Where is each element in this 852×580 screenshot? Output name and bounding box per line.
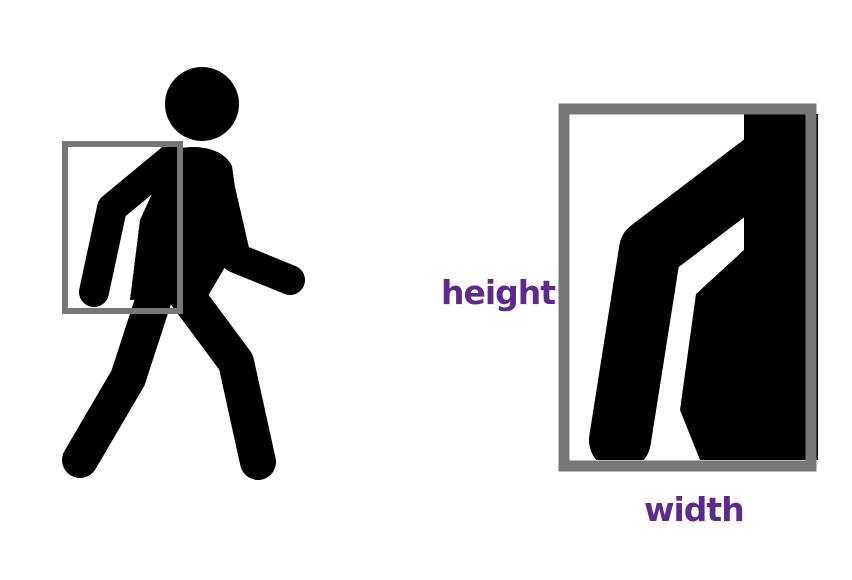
small-bounding-box xyxy=(62,141,183,314)
pedestrian-icon xyxy=(62,67,305,480)
crop-arm xyxy=(589,114,818,460)
height-label: height xyxy=(441,273,556,312)
width-label: width xyxy=(644,490,745,529)
pedestrian-front-leg xyxy=(166,274,276,480)
enlarged-crop xyxy=(589,114,818,460)
pedestrian-back-arm xyxy=(79,145,185,307)
pedestrian-back-leg xyxy=(62,274,174,478)
large-bounding-box xyxy=(558,103,817,472)
pedestrian-head xyxy=(165,67,239,141)
crop-torso xyxy=(680,114,818,460)
pedestrian-front-arm xyxy=(203,165,305,295)
